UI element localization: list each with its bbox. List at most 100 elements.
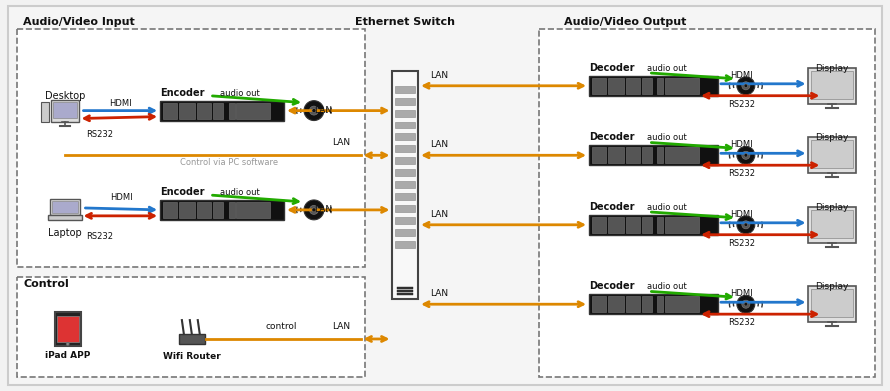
Bar xyxy=(589,145,718,165)
Text: LAN: LAN xyxy=(332,138,350,147)
Circle shape xyxy=(310,205,319,214)
Bar xyxy=(392,71,418,299)
Bar xyxy=(229,202,234,218)
Text: iPad APP: iPad APP xyxy=(45,351,91,360)
Bar xyxy=(395,205,416,212)
Bar xyxy=(626,147,640,163)
Bar xyxy=(17,277,365,377)
Text: audio out: audio out xyxy=(220,188,259,197)
Text: RS232: RS232 xyxy=(728,239,755,248)
Bar xyxy=(642,147,651,163)
Text: LAN: LAN xyxy=(430,71,449,80)
Text: LAN: LAN xyxy=(314,106,332,115)
Bar xyxy=(642,296,651,312)
Circle shape xyxy=(66,343,69,345)
Bar xyxy=(395,98,416,105)
Text: LAN: LAN xyxy=(332,322,350,331)
Bar xyxy=(592,296,606,312)
Text: Display: Display xyxy=(815,203,849,212)
Text: Ethernet Switch: Ethernet Switch xyxy=(355,17,456,27)
Circle shape xyxy=(737,146,755,164)
Text: audio out: audio out xyxy=(646,282,686,291)
Bar xyxy=(179,103,195,118)
Bar xyxy=(626,217,640,233)
Text: Encoder: Encoder xyxy=(160,187,205,197)
Bar xyxy=(395,133,416,140)
Bar xyxy=(812,210,854,238)
Bar xyxy=(658,296,663,312)
Bar xyxy=(397,291,413,292)
Bar xyxy=(48,215,82,220)
Text: Decoder: Decoder xyxy=(589,202,635,212)
Bar xyxy=(395,241,416,248)
Bar xyxy=(237,103,271,118)
Bar xyxy=(608,147,624,163)
Circle shape xyxy=(310,106,319,115)
Bar xyxy=(50,199,79,215)
Bar xyxy=(17,29,365,267)
Bar xyxy=(592,78,606,94)
Text: audio out: audio out xyxy=(220,89,259,98)
Text: HDMI: HDMI xyxy=(730,289,753,298)
Bar xyxy=(179,202,195,218)
Bar xyxy=(163,202,177,218)
Bar xyxy=(160,100,284,120)
Bar xyxy=(589,215,718,235)
Bar xyxy=(57,316,78,342)
Text: audio out: audio out xyxy=(646,64,686,73)
Bar xyxy=(395,229,416,236)
Circle shape xyxy=(744,154,748,157)
Bar xyxy=(808,68,856,104)
Text: Desktop: Desktop xyxy=(44,91,85,101)
Text: RS232: RS232 xyxy=(728,169,755,178)
Text: LAN: LAN xyxy=(430,289,449,298)
Text: Decoder: Decoder xyxy=(589,281,635,291)
Bar xyxy=(395,193,416,200)
Circle shape xyxy=(744,302,748,306)
Bar xyxy=(592,147,606,163)
Bar xyxy=(808,137,856,173)
Bar xyxy=(608,78,624,94)
Text: HDMI: HDMI xyxy=(730,140,753,149)
Bar xyxy=(626,78,640,94)
Bar xyxy=(812,289,854,317)
Circle shape xyxy=(744,84,748,88)
Text: HDMI: HDMI xyxy=(730,210,753,219)
Text: Decoder: Decoder xyxy=(589,133,635,142)
Text: HDMI: HDMI xyxy=(110,193,133,202)
Text: Laptop: Laptop xyxy=(48,228,82,238)
Bar xyxy=(608,217,624,233)
Text: audio out: audio out xyxy=(646,203,686,212)
Bar xyxy=(229,103,234,118)
Bar xyxy=(395,122,416,129)
Bar xyxy=(160,200,284,220)
Circle shape xyxy=(304,100,324,120)
Bar xyxy=(395,157,416,164)
Text: Control via PC software: Control via PC software xyxy=(180,158,278,167)
Bar xyxy=(592,217,606,233)
Circle shape xyxy=(742,82,750,90)
Bar xyxy=(53,102,77,118)
Bar xyxy=(642,217,651,233)
Circle shape xyxy=(304,200,324,220)
Text: RS232: RS232 xyxy=(728,318,755,327)
Circle shape xyxy=(737,295,755,313)
Bar xyxy=(666,78,700,94)
Bar xyxy=(539,29,875,377)
Text: Wifi Router: Wifi Router xyxy=(163,352,221,361)
Text: LAN: LAN xyxy=(430,210,449,219)
Circle shape xyxy=(742,221,750,229)
Bar xyxy=(197,103,211,118)
Text: Decoder: Decoder xyxy=(589,63,635,73)
Bar xyxy=(52,201,77,213)
Bar xyxy=(642,78,651,94)
Bar xyxy=(666,147,700,163)
Text: Display: Display xyxy=(815,282,849,291)
Text: Display: Display xyxy=(815,64,849,73)
Bar xyxy=(395,217,416,224)
Bar xyxy=(658,217,663,233)
Bar xyxy=(395,109,416,117)
Bar xyxy=(395,86,416,93)
Bar xyxy=(51,100,78,122)
Text: control: control xyxy=(265,322,297,331)
